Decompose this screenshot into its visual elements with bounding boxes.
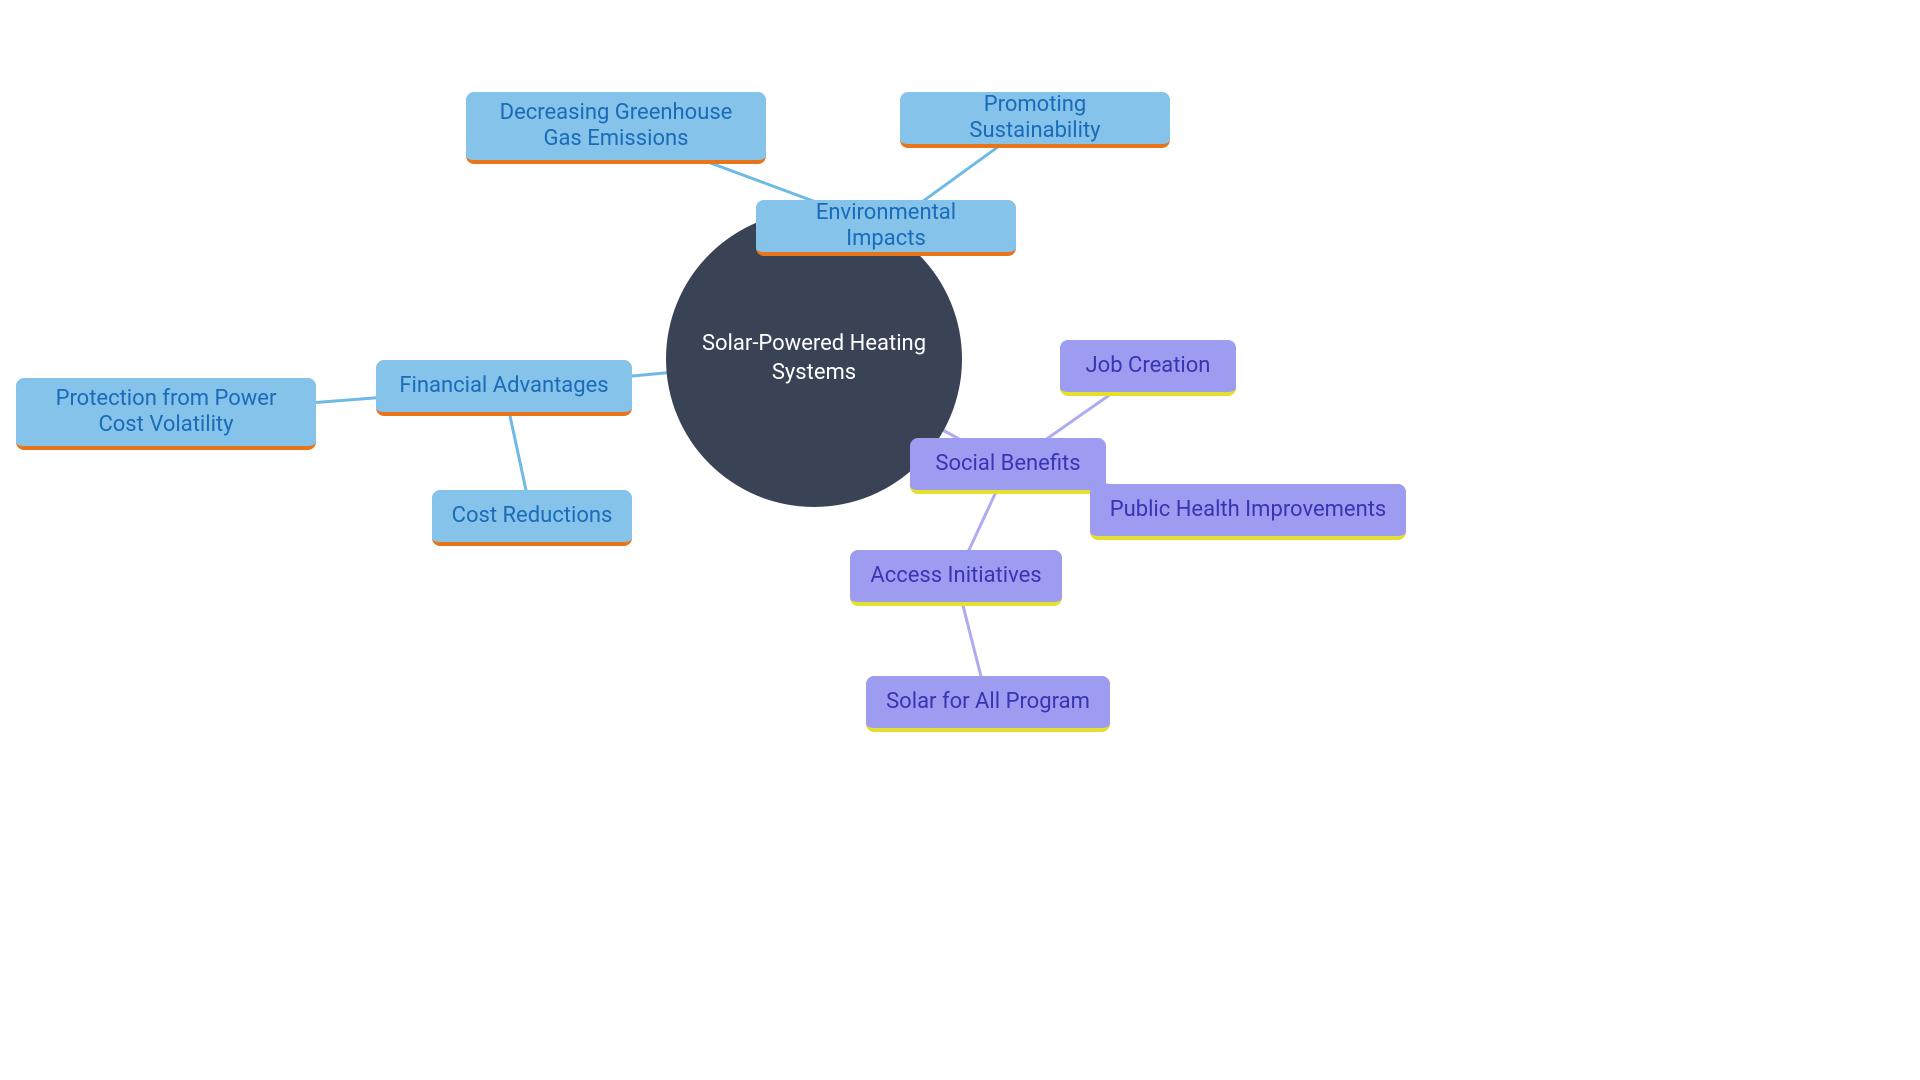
node-fin_cost: Cost Reductions bbox=[432, 490, 632, 546]
diagram-canvas: Solar-Powered Heating Systems Environment… bbox=[0, 0, 1920, 1080]
node-label: Decreasing Greenhouse Gas Emissions bbox=[484, 100, 748, 153]
node-label: Cost Reductions bbox=[452, 503, 613, 529]
node-label: Promoting Sustainability bbox=[918, 92, 1152, 145]
node-label: Public Health Improvements bbox=[1110, 497, 1387, 523]
node-label: Protection from Power Cost Volatility bbox=[34, 386, 298, 439]
node-env_ghg: Decreasing Greenhouse Gas Emissions bbox=[466, 92, 766, 164]
node-fin_volatility: Protection from Power Cost Volatility bbox=[16, 378, 316, 450]
node-fin: Financial Advantages bbox=[376, 360, 632, 416]
node-soc_health: Public Health Improvements bbox=[1090, 484, 1406, 540]
node-label: Financial Advantages bbox=[399, 373, 608, 399]
node-label: Access Initiatives bbox=[870, 563, 1041, 589]
node-env_sust: Promoting Sustainability bbox=[900, 92, 1170, 148]
edges-layer bbox=[0, 0, 1920, 1080]
node-soc_access: Access Initiatives bbox=[850, 550, 1062, 606]
node-soc: Social Benefits bbox=[910, 438, 1106, 494]
node-label: Environmental Impacts bbox=[774, 200, 998, 253]
node-label: Solar for All Program bbox=[886, 689, 1090, 715]
node-label: Job Creation bbox=[1086, 353, 1211, 379]
center-node-label: Solar-Powered Heating Systems bbox=[686, 330, 942, 387]
node-env: Environmental Impacts bbox=[756, 200, 1016, 256]
node-label: Social Benefits bbox=[935, 451, 1080, 477]
node-soc_jobs: Job Creation bbox=[1060, 340, 1236, 396]
node-soc_solar4all: Solar for All Program bbox=[866, 676, 1110, 732]
